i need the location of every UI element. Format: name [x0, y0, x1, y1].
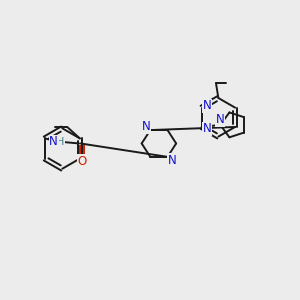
- Text: N: N: [216, 113, 225, 126]
- Text: N: N: [142, 120, 150, 133]
- Text: N: N: [202, 99, 211, 112]
- Text: N: N: [202, 122, 211, 135]
- Text: O: O: [78, 155, 87, 168]
- Text: N: N: [50, 136, 58, 148]
- Text: H: H: [56, 137, 64, 147]
- Text: N: N: [168, 154, 176, 167]
